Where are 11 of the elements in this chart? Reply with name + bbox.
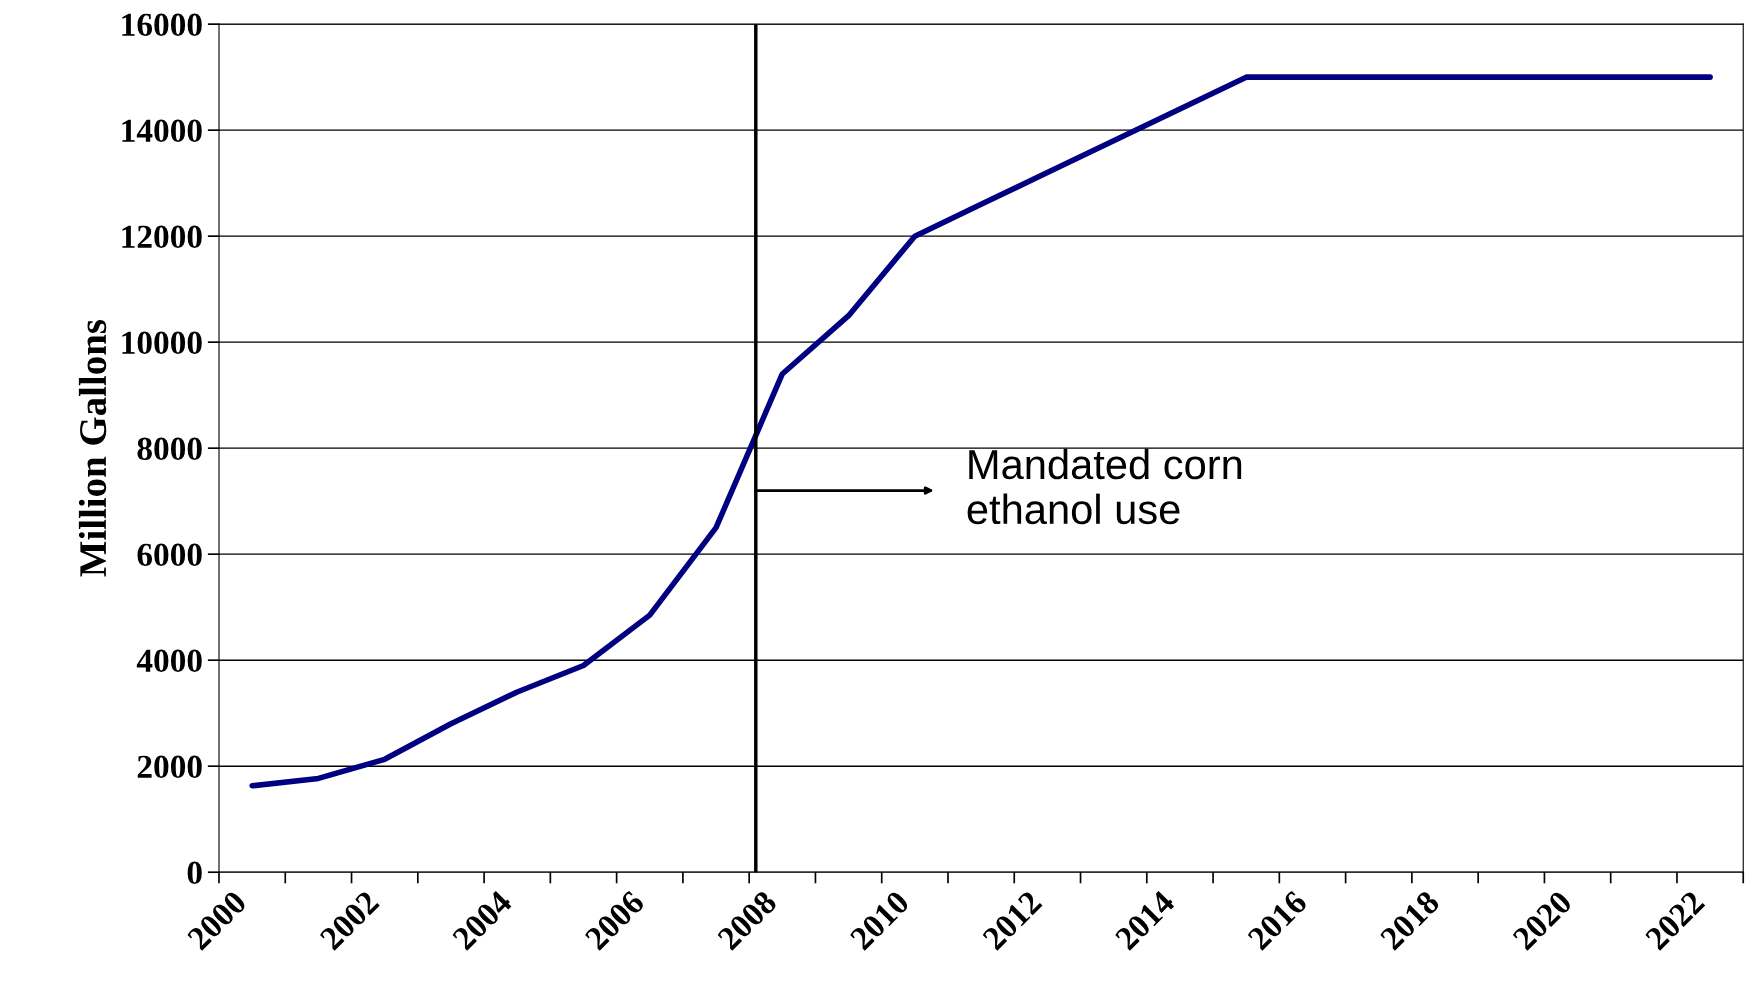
annotation: Mandated corn ethanol use <box>967 448 1242 525</box>
y-tick-label: 12000 <box>122 225 202 249</box>
y-tick-label: 8000 <box>137 437 202 461</box>
y-tick-label: 14000 <box>122 119 202 143</box>
y-tick-label: 10000 <box>122 331 202 355</box>
y-axis-title: Million Gallons <box>78 320 107 577</box>
y-tick-label: 2000 <box>137 755 202 779</box>
y-tick-label: 6000 <box>137 543 202 567</box>
y-tick-label: 0 <box>187 861 202 885</box>
y-tick-label: 4000 <box>136 649 202 673</box>
y-tick-label: 16000 <box>122 13 202 37</box>
